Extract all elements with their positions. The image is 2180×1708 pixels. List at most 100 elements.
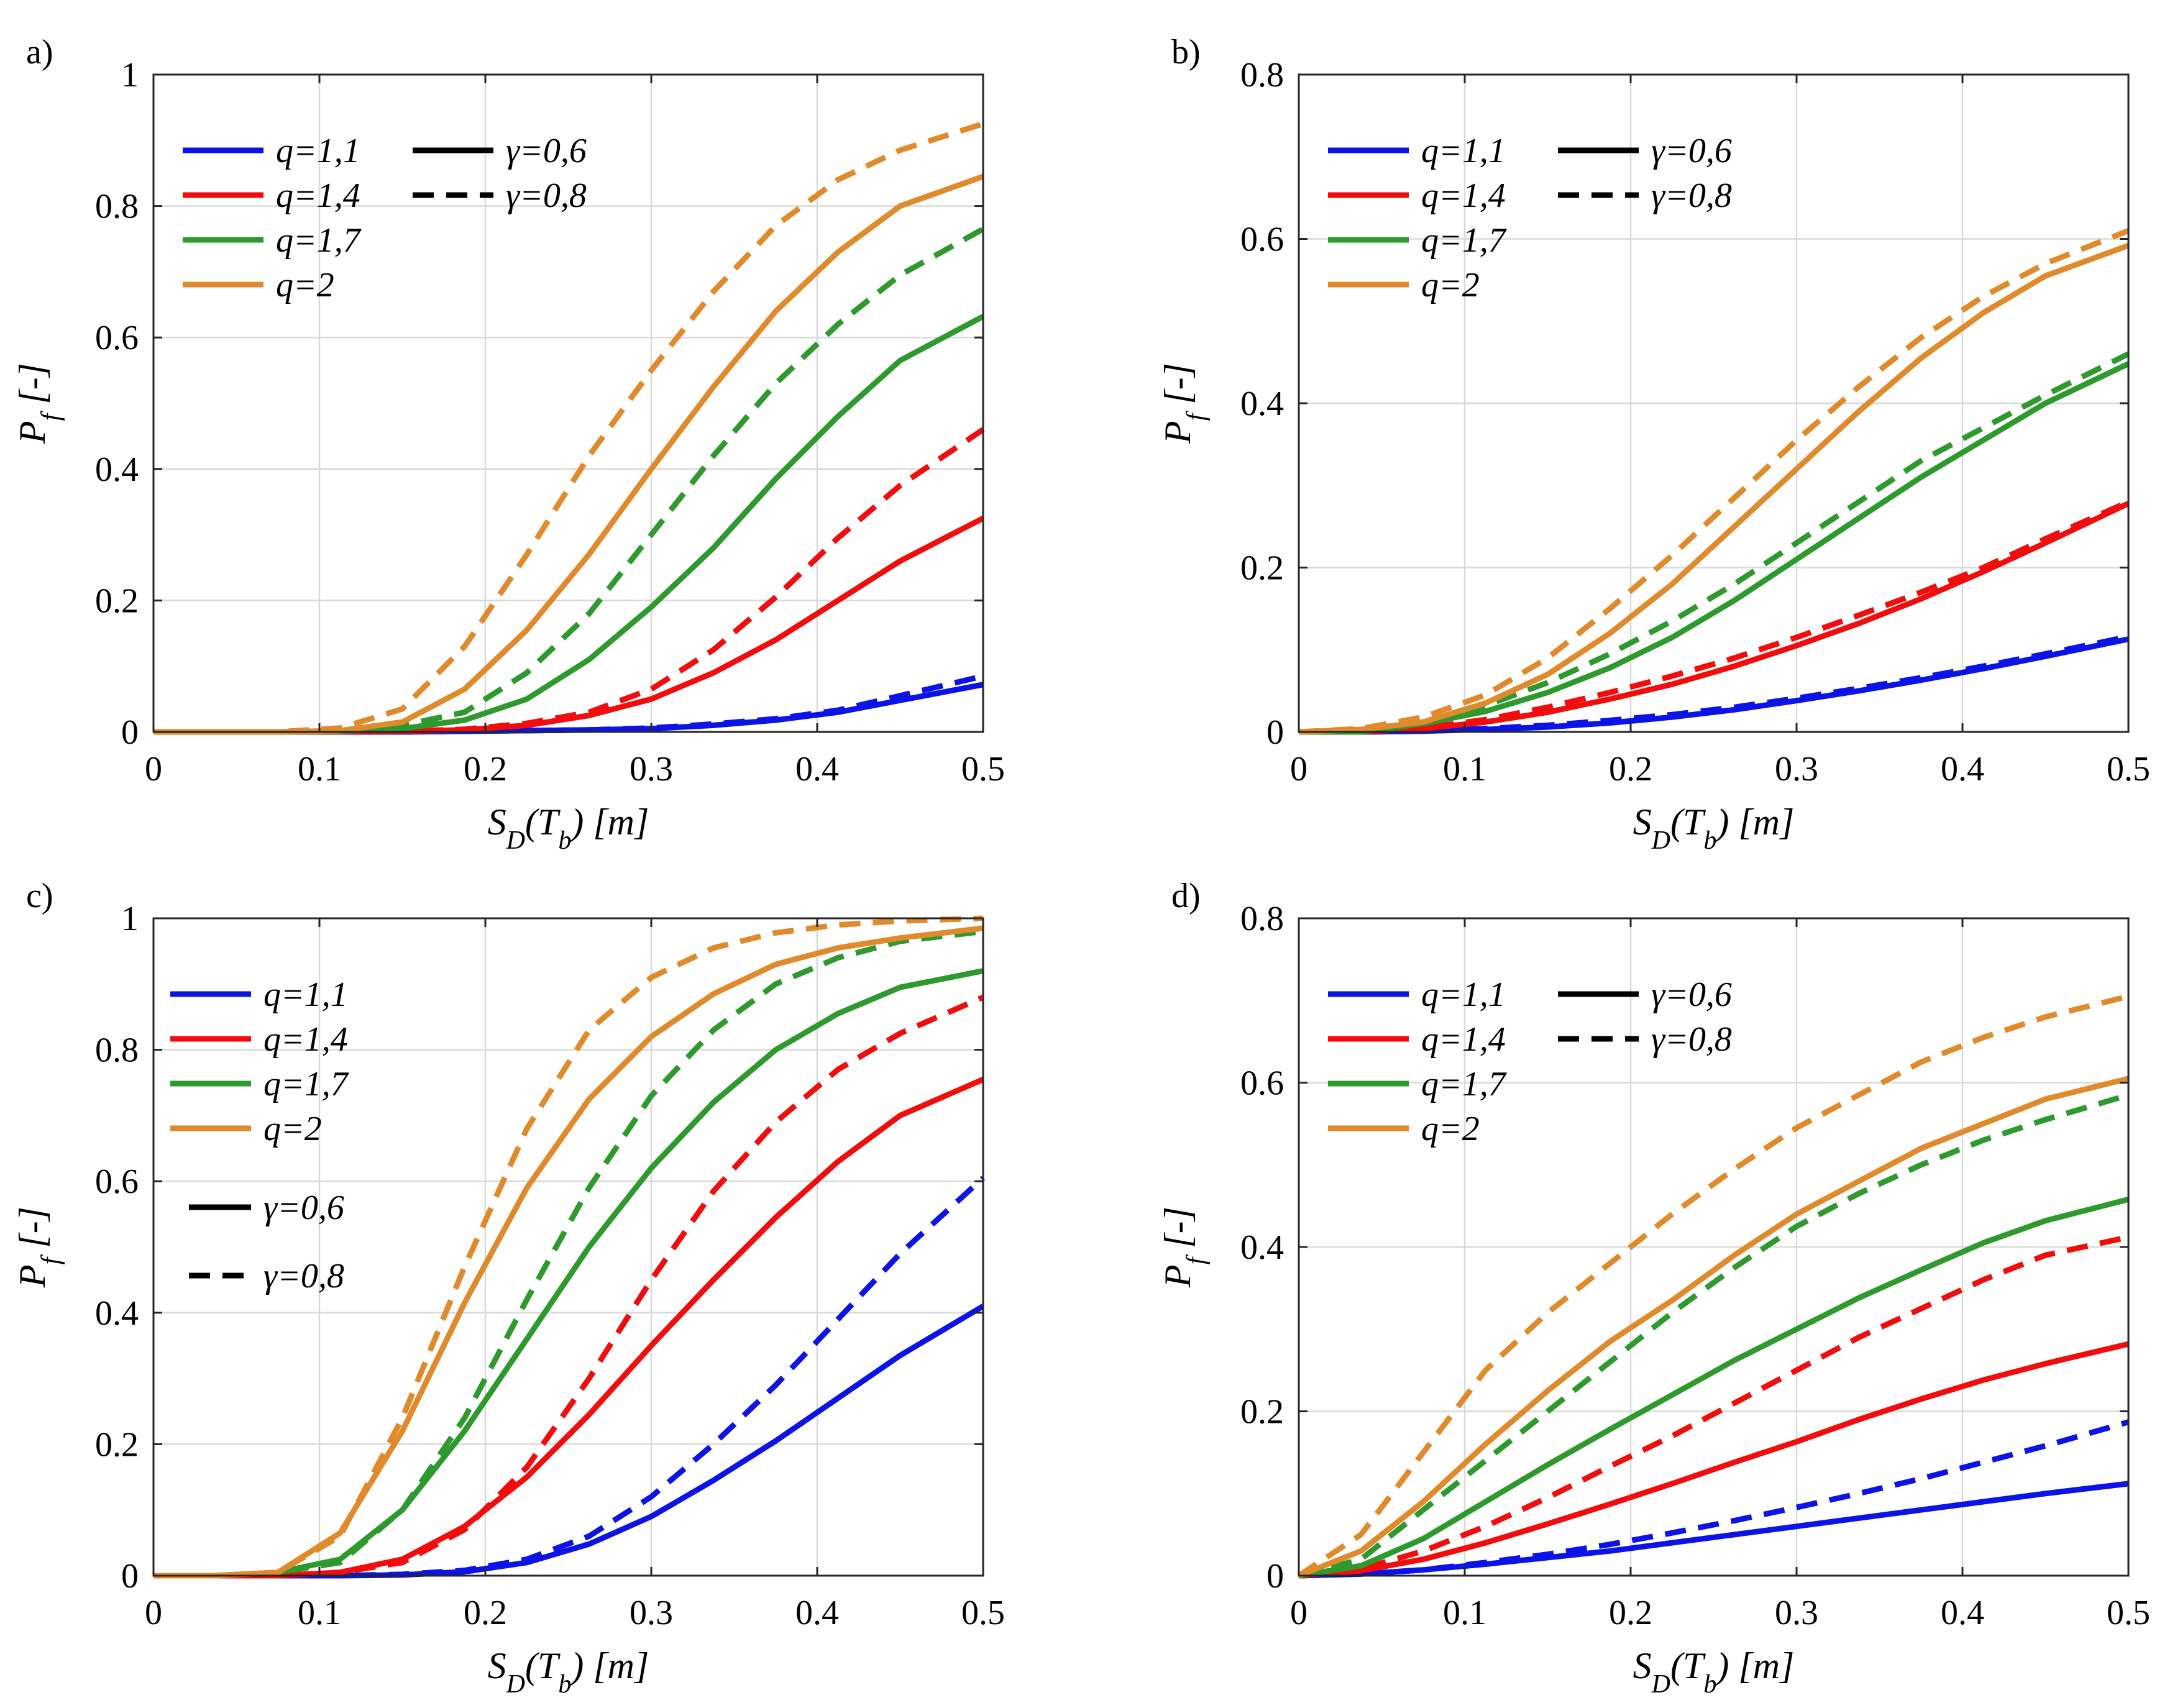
legend-style-label: γ=0,6 [263,1189,344,1227]
series-line-q17-dashed [153,928,984,1579]
series-line-q2-dashed [153,915,984,1579]
y-tick-label: 0.4 [95,450,139,489]
x-tick-label: 0.2 [464,1594,507,1632]
series-line-q14-dashed [1298,1234,2129,1579]
x-tick-label: 0 [1290,1594,1308,1632]
series-line-q2-solid [1298,242,2130,735]
legend-label: q=1,1 [263,975,348,1014]
x-tick-label: 0.2 [464,750,507,788]
legend-style-label: γ=0,6 [1651,132,1732,170]
legend-label: q=2 [1421,266,1480,304]
x-tick-label: 0.5 [961,1594,1005,1632]
panel-label: c) [26,877,53,915]
legend-style-label: γ=0,6 [506,132,587,170]
y-axis-label: Pf [-] [12,363,65,444]
plot-area [153,75,983,732]
x-tick-label: 0.4 [795,1594,839,1632]
x-tick-label: 0.4 [1941,1594,1984,1632]
x-tick-label: 0.5 [2107,1594,2150,1632]
legend-style-label: γ=0,8 [1651,176,1732,215]
x-tick-label: 0.3 [630,1594,673,1632]
y-tick-label: 1 [121,56,139,94]
legend: q=1,1 q=1,4 q=1,7 q=2 γ=0,6 γ=0,8 [1328,975,1732,1148]
series-line-q2-solid [1298,1075,2130,1579]
x-tick-label: 0.4 [1941,750,1984,788]
plot-area [153,918,983,1576]
y-axis-label: Pf [-] [12,1207,65,1288]
y-tick-label: 0.8 [95,1031,139,1070]
y-tick-label: 0.2 [95,1425,139,1464]
x-tick-label: 0.3 [1775,1594,1818,1632]
legend-label: q=1,4 [263,1020,348,1059]
legend-label: q=1,7 [1421,221,1507,260]
series-line-q17-solid [1298,1196,2130,1579]
y-tick-label: 0 [121,1557,139,1596]
legend-label: q=1,4 [276,176,360,215]
legend: q=1,1 q=1,4 q=1,7 q=2 γ=0,6 γ=0,8 [170,975,349,1295]
y-tick-label: 0.6 [95,1162,139,1201]
chart-panel-c: 0 0.1 0.2 0.3 0.4 0.5 0 0.2 0.4 0.6 0.8 1 c) SD(Tb) [… [12,877,1005,1699]
panel-label: d) [1171,877,1201,915]
series-line-q2-dashed [1298,228,2130,735]
legend-style-label: γ=0,8 [506,176,587,215]
legend-style-label: γ=0,6 [1651,975,1732,1014]
y-tick-label: 0.8 [1240,900,1284,938]
y-tick-label: 0 [121,713,139,752]
legend-label: q=1,1 [1421,975,1506,1014]
series-line-q17-dashed [1298,1092,2130,1579]
x-tick-label: 0.1 [1443,1594,1486,1632]
legend: q=1,1 q=1,4 q=1,7 q=2 γ=0,6 γ=0,8 [1328,132,1732,304]
legend-label: q=1,7 [1421,1065,1507,1103]
series-line-q14-solid [1298,1341,2130,1579]
x-tick-label: 0.5 [2107,750,2150,788]
y-tick-label: 0.2 [1240,1393,1284,1432]
series-line-q11-dashed [1298,1419,2130,1579]
legend-label: q=1,7 [276,221,362,260]
legend-style-label: γ=0,8 [263,1257,344,1295]
x-tick-label: 0.2 [1609,750,1652,788]
series-line-q11-dashed [1299,634,2129,735]
x-tick-label: 0.2 [1609,1594,1652,1632]
legend-label: q=1,1 [276,132,360,170]
y-axis-label: Pf [-] [1157,363,1211,444]
x-tick-label: 0 [1290,750,1308,788]
x-tick-label: 0.3 [1775,750,1818,788]
y-axis-label: Pf [-] [1157,1207,1211,1288]
x-tick-label: 0 [145,750,162,788]
legend-label: q=1,1 [1421,132,1506,170]
y-tick-label: 0.4 [1240,1228,1284,1267]
chart-panel-a: 0 0.1 0.2 0.3 0.4 0.5 0 0.2 0.4 0.6 0.8 1 a) SD(Tb) [… [12,33,1005,855]
chart-panel-b: 0 0.1 0.2 0.3 0.4 0.5 0 0.2 0.4 0.6 0.8 b) SD(Tb) [m… [1157,33,2150,855]
legend-label: q=2 [1421,1110,1480,1148]
y-tick-label: 0.8 [1240,56,1284,94]
y-tick-label: 0 [1266,1557,1284,1596]
y-tick-label: 0 [1266,713,1284,752]
series-line-q14-dashed [1299,499,2130,735]
x-tick-label: 0.1 [298,1594,341,1632]
y-tick-label: 0.6 [1240,221,1284,259]
legend: q=1,1 q=1,4 q=1,7 q=2 γ=0,6 γ=0,8 [183,132,587,304]
axes-frame [152,917,984,1577]
y-tick-label: 0.8 [95,188,139,226]
y-tick-label: 0.2 [95,582,139,620]
axes-frame [152,73,984,733]
chart-panel-d: 0 0.1 0.2 0.3 0.4 0.5 0 0.2 0.4 0.6 0.8 d) SD(Tb) [m… [1157,877,2150,1699]
y-tick-label: 0.4 [95,1294,139,1333]
x-tick-label: 0.3 [630,750,673,788]
legend-label: q=2 [263,1110,322,1148]
legend-label: q=1,7 [263,1065,349,1103]
y-tick-label: 0.2 [1240,549,1284,588]
x-tick-label: 0.1 [298,750,341,788]
x-axis-label: SD(Tb) [m] [488,801,649,855]
y-tick-label: 0.6 [95,319,139,357]
legend-label: q=1,4 [1421,176,1506,215]
y-tick-label: 0.6 [1240,1064,1284,1103]
x-tick-label: 0 [145,1594,162,1632]
legend-label: q=1,4 [1421,1020,1506,1059]
x-axis-label: SD(Tb) [m] [488,1645,649,1699]
x-tick-label: 0.4 [795,750,839,788]
legend-label: q=2 [276,266,334,304]
x-tick-label: 0.1 [1443,750,1486,788]
